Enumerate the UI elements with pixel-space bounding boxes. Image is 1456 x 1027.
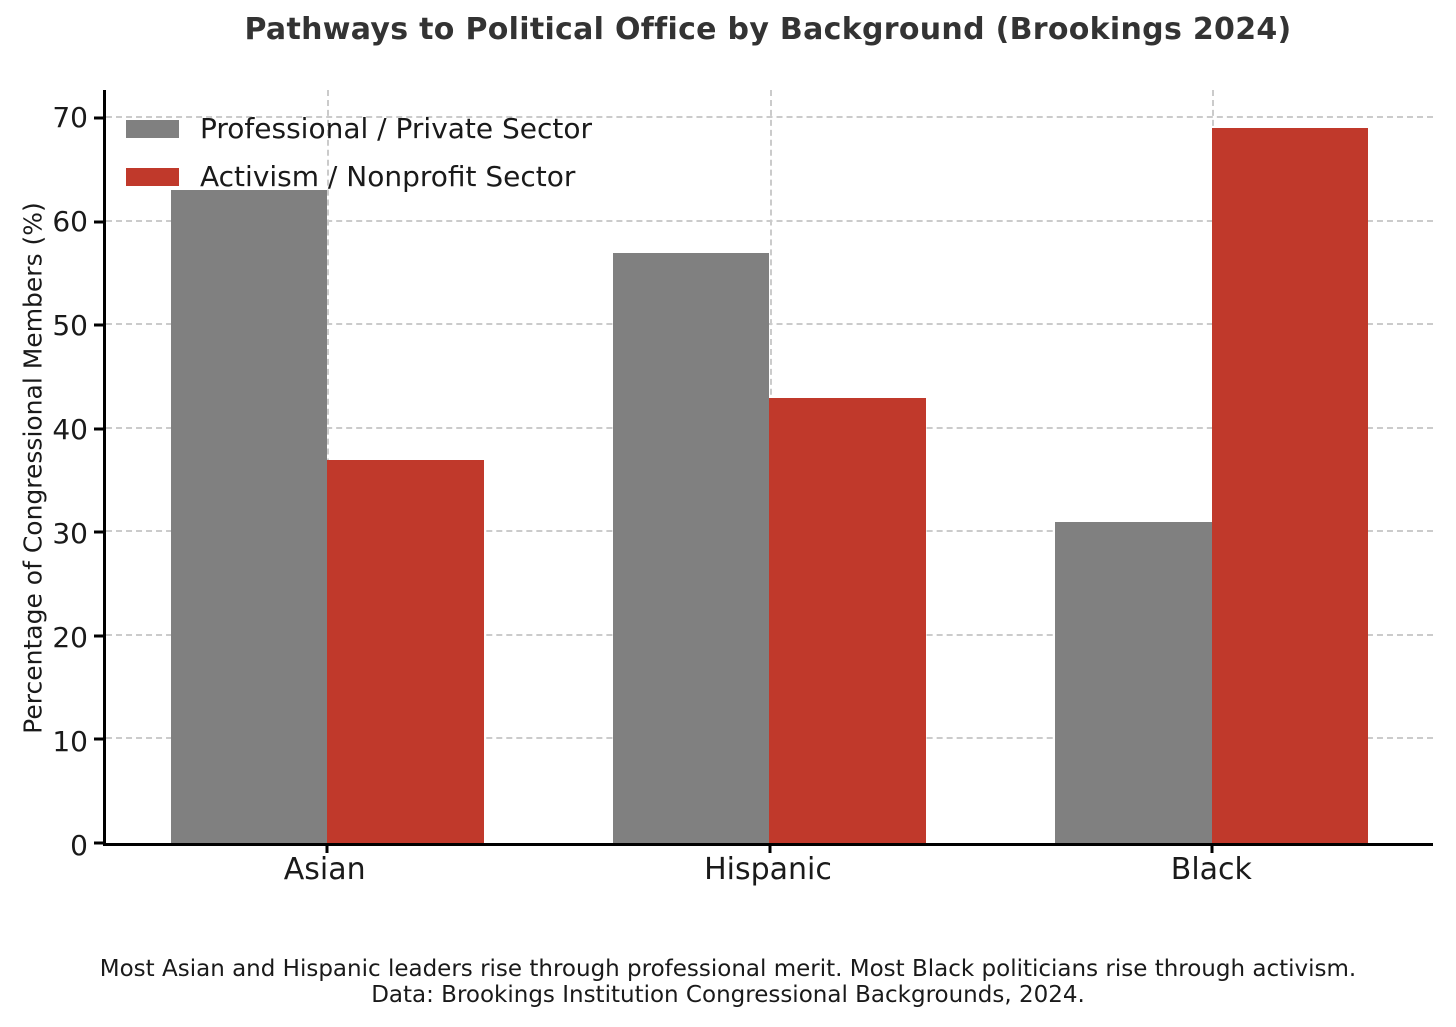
footer-line-2: Data: Brookings Institution Congressiona… [371, 982, 1085, 1009]
y-axis-tick-labels: 0 10 20 30 40 50 60 70 [0, 90, 88, 860]
x-axis-tick-labels: Asian Hispanic Black [103, 852, 1433, 887]
y-tick-label: 10 [52, 725, 88, 759]
y-axis-tick [94, 323, 103, 327]
bar-group-black [991, 90, 1433, 843]
x-tick-label-black: Black [1170, 852, 1252, 887]
footer-line-1: Most Asian and Hispanic leaders rise thr… [99, 956, 1357, 982]
y-axis-tick [94, 737, 103, 741]
chart-title: Pathways to Political Office by Backgrou… [244, 12, 1292, 47]
legend-row: Professional / Private Sector [126, 112, 592, 145]
x-axis-tick [325, 846, 329, 853]
y-tick-label: 20 [52, 621, 88, 655]
bar-asian-activism [327, 459, 484, 843]
x-tick-label-asian: Asian [283, 852, 366, 887]
bar-black-professional [1055, 521, 1212, 843]
y-axis-tick [94, 530, 103, 534]
y-axis-tick [94, 427, 103, 431]
legend: Professional / Private Sector Activism / … [126, 112, 592, 193]
y-axis-tick [94, 634, 103, 638]
legend-label: Professional / Private Sector [200, 112, 593, 145]
legend-label: Activism / Nonprofit Sector [200, 160, 576, 193]
bar-hispanic-activism [769, 397, 927, 843]
y-tick-label: 40 [52, 413, 88, 447]
y-axis-tick [94, 116, 103, 120]
y-tick-label: 30 [52, 517, 88, 551]
x-axis-tick [1210, 846, 1214, 853]
bar-group-asian [106, 90, 548, 843]
bar-group-hispanic [548, 90, 990, 843]
footer-caption: Most Asian and Hispanic leaders rise thr… [0, 956, 1456, 1009]
bar-asian-professional [170, 190, 328, 843]
legend-row: Activism / Nonprofit Sector [126, 160, 592, 193]
x-axis-tick [768, 846, 771, 853]
x-tick-label-hispanic: Hispanic [704, 852, 832, 887]
bar-hispanic-professional [612, 252, 770, 843]
y-tick-label: 60 [52, 205, 88, 239]
y-tick-label: 0 [70, 829, 88, 862]
bars-layer [106, 90, 1433, 843]
bar-black-activism [1211, 128, 1369, 843]
y-tick-label: 70 [52, 101, 88, 135]
y-tick-label: 50 [52, 309, 88, 343]
plot-area: Professional / Private Sector Activism / … [94, 90, 1433, 853]
y-axis-tick [94, 220, 103, 224]
legend-swatch [126, 167, 179, 186]
legend-swatch [126, 119, 179, 138]
y-axis-tick [94, 841, 103, 845]
